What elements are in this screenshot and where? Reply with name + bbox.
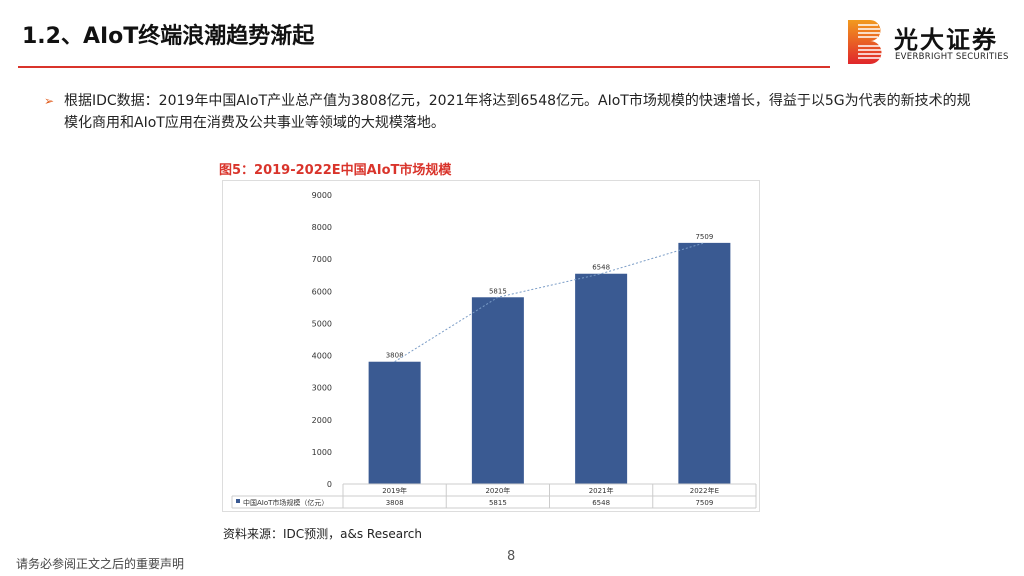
bar xyxy=(368,361,421,484)
disclaimer: 请务必参阅正文之后的重要声明 xyxy=(16,557,185,571)
page-title: 1.2、AIoT终端浪潮趋势渐起 xyxy=(22,24,315,49)
legend-swatch xyxy=(236,499,240,503)
bar xyxy=(678,242,731,484)
x-tick-label: 2020年 xyxy=(485,486,510,495)
data-label: 7509 xyxy=(695,233,713,241)
y-tick-label: 9000 xyxy=(312,191,332,200)
table-value: 5815 xyxy=(489,499,507,507)
data-label: 5815 xyxy=(489,287,507,295)
y-tick-label: 5000 xyxy=(312,319,332,328)
bullet-text: 根据IDC数据：2019年中国AIoT产业总产值为3808亿元，2021年将达到… xyxy=(64,93,971,131)
y-tick-label: 0 xyxy=(327,480,332,489)
figure-source: 资料来源：IDC预测，a&s Research xyxy=(223,527,422,541)
x-tick-label: 2019年 xyxy=(382,486,407,495)
y-tick-label: 8000 xyxy=(312,223,332,232)
page-number: 8 xyxy=(507,549,516,564)
bullet-point: ➢ 根据IDC数据：2019年中国AIoT产业总产值为3808亿元，2021年将… xyxy=(44,90,974,134)
table-value: 6548 xyxy=(592,499,610,507)
y-tick-label: 4000 xyxy=(312,352,332,361)
table-value: 7509 xyxy=(695,499,713,507)
x-tick-label: 2021年 xyxy=(589,486,614,495)
y-tick-label: 6000 xyxy=(312,287,332,296)
logo-name-cn: 光大证券 xyxy=(894,26,998,54)
bar xyxy=(471,297,524,484)
chart-frame xyxy=(222,180,760,512)
y-tick-label: 3000 xyxy=(312,384,332,393)
data-label: 6548 xyxy=(592,264,610,272)
table-value: 3808 xyxy=(386,499,404,507)
title-divider xyxy=(18,66,830,68)
bar xyxy=(575,273,628,484)
y-tick-label: 7000 xyxy=(312,255,332,264)
data-label: 3808 xyxy=(386,352,404,360)
figure-title: 图5：2019-2022E中国AIoT市场规模 xyxy=(219,163,452,178)
y-tick-label: 2000 xyxy=(312,416,332,425)
legend-label: 中国AIoT市场规模（亿元） xyxy=(243,498,328,507)
y-tick-label: 1000 xyxy=(312,448,332,457)
logo-name-en: EVERBRIGHT SECURITIES xyxy=(895,52,1009,62)
trend-line xyxy=(394,242,705,363)
x-tick-label: 2022年E xyxy=(690,486,719,495)
everbright-logo-icon xyxy=(848,20,882,64)
logo: 光大证券 EVERBRIGHT SECURITIES xyxy=(848,20,1018,64)
arrow-bullet-icon: ➢ xyxy=(44,94,55,108)
